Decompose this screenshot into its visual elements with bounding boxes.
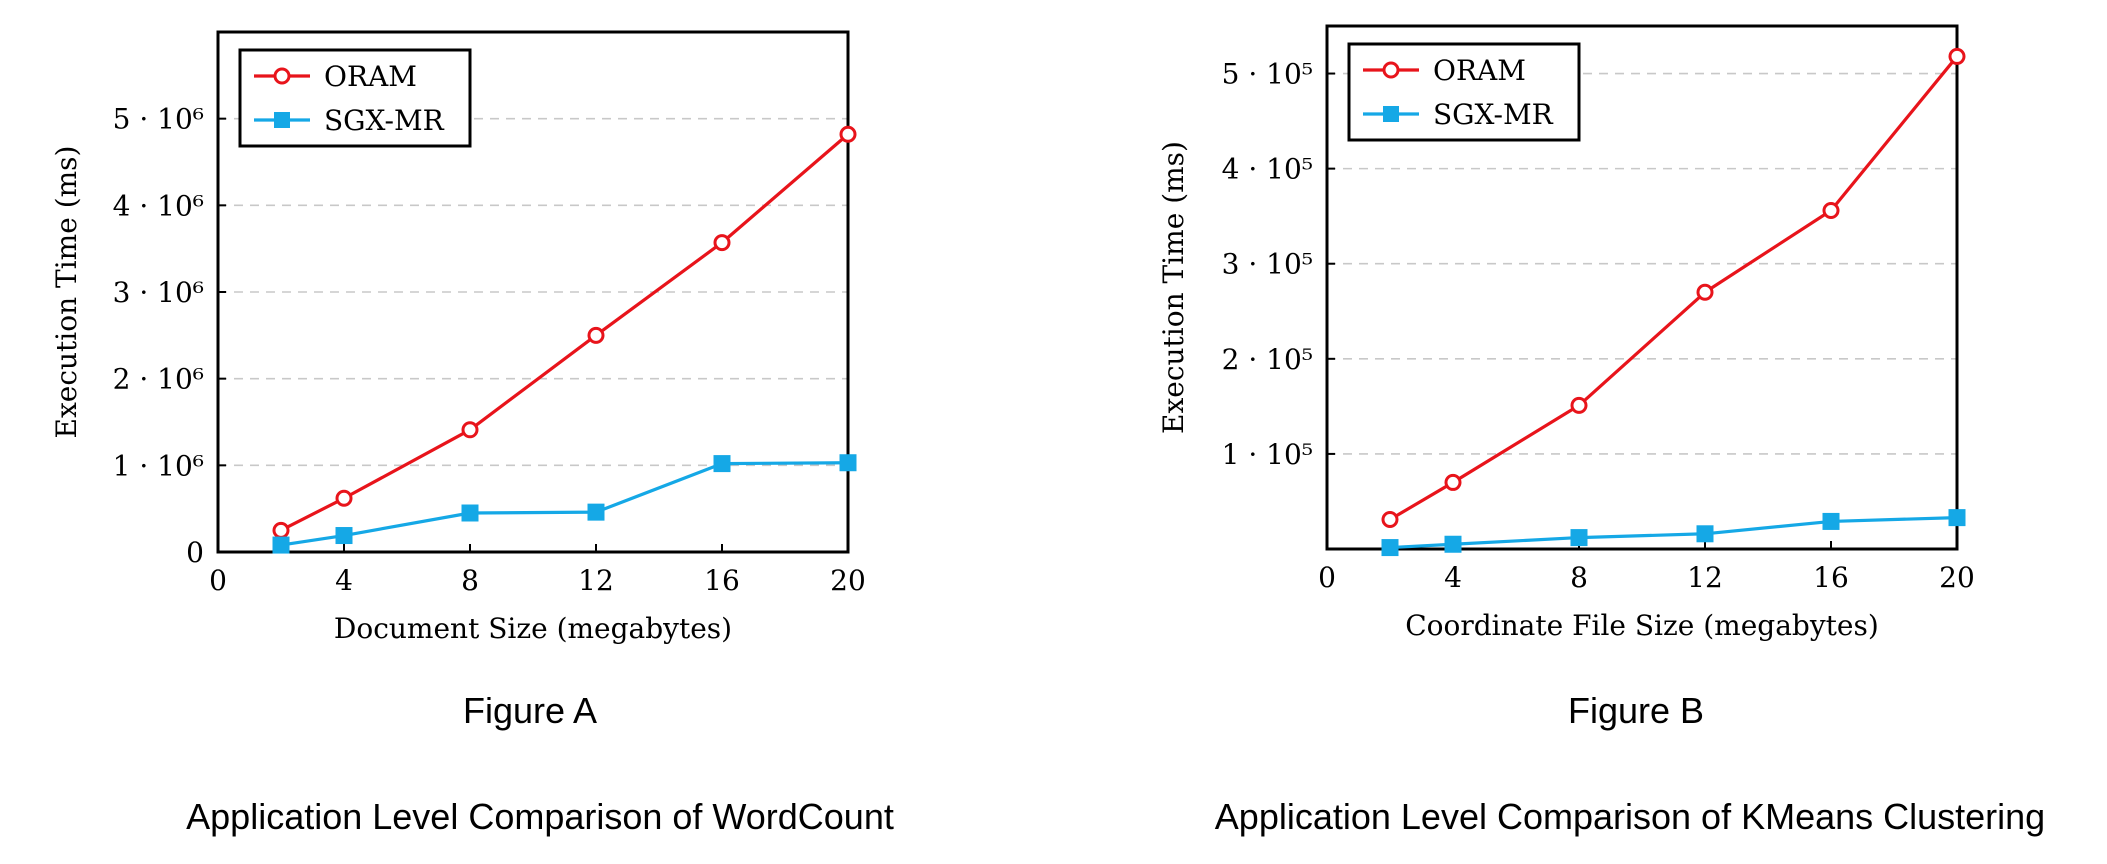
chart-a-sgx-mr-point bbox=[272, 536, 290, 554]
chart-a-legend-oram-label: ORAM bbox=[324, 60, 417, 93]
chart-b-y-tick-label: 4 · 10⁵ bbox=[1222, 153, 1313, 186]
chart-a-legend-sgx-mr-label: SGX-MR bbox=[324, 104, 445, 137]
chart-a-oram-line bbox=[280, 133, 850, 532]
figure-b-caption: Application Level Comparison of KMeans C… bbox=[1214, 796, 2046, 837]
chart-a-oram-point bbox=[839, 125, 857, 143]
chart-b-sgx-mr-point bbox=[1570, 529, 1588, 547]
chart-b-y-tick-label: 1 · 10⁵ bbox=[1222, 438, 1313, 471]
chart-b-legend-sgx-mr-label: SGX-MR bbox=[1433, 98, 1554, 131]
chart-b-sgx-mr-point bbox=[1696, 525, 1714, 543]
chart-b-legend-box bbox=[1347, 42, 1581, 142]
chart-b-x-tick-label: 4 bbox=[1444, 561, 1462, 594]
chart-b-oram-point bbox=[1381, 511, 1399, 529]
chart-b-oram-line bbox=[1389, 55, 1959, 521]
chart-b-oram-point bbox=[1570, 396, 1588, 414]
chart-a-x-axis-label: Document Size (megabytes) bbox=[334, 612, 732, 645]
chart-a-x-tick-label: 16 bbox=[704, 564, 740, 597]
chart-b-oram-point bbox=[1948, 47, 1966, 65]
chart-b-y-axis-label: Execution Time (ms) bbox=[1157, 141, 1190, 434]
chart-a-sgx-mr-point bbox=[839, 454, 857, 472]
chart-a-sgx-mr-point bbox=[461, 504, 479, 522]
chart-a-oram-point bbox=[461, 421, 479, 439]
chart-a-y-tick-label: 3 · 10⁶ bbox=[113, 276, 204, 309]
chart-a-sgx-mr-point bbox=[335, 527, 353, 545]
chart-b-legend-oram-label: ORAM bbox=[1433, 54, 1526, 87]
chart-a-oram-point bbox=[335, 489, 353, 507]
chart-b-legend-oram-swatch-marker bbox=[1382, 61, 1400, 79]
chart-a-legend-box bbox=[238, 48, 472, 148]
chart-b-y-tick-label: 2 · 10⁵ bbox=[1222, 343, 1313, 376]
chart-a-oram-point bbox=[713, 234, 731, 252]
chart-a-x-tick-label: 12 bbox=[578, 564, 614, 597]
chart-a-legend-sgx-mr-swatch-marker bbox=[274, 112, 290, 128]
chart-a-oram-point bbox=[272, 521, 290, 539]
chart-a-oram-point bbox=[587, 326, 605, 344]
chart-b-x-tick-label: 8 bbox=[1570, 561, 1588, 594]
chart-a-y-axis-label: Execution Time (ms) bbox=[50, 146, 83, 439]
chart-a-x-tick-label: 4 bbox=[335, 564, 353, 597]
chart-b-x-tick-label: 0 bbox=[1318, 561, 1336, 594]
chart-a-sgx-mr-line bbox=[280, 461, 849, 547]
chart-b-x-tick-label: 12 bbox=[1687, 561, 1723, 594]
figure-a-label: Figure A bbox=[462, 690, 598, 731]
figure-b-label: Figure B bbox=[1567, 690, 1705, 731]
chart-b-sgx-mr-point bbox=[1948, 509, 1966, 527]
chart-a-sgx-mr-point bbox=[713, 455, 731, 473]
figure-a-caption: Application Level Comparison of WordCoun… bbox=[186, 796, 894, 837]
chart-b-x-tick-label: 20 bbox=[1939, 561, 1975, 594]
chart-a-x-tick-label: 20 bbox=[830, 564, 866, 597]
chart-b-sgx-mr-line bbox=[1389, 516, 1958, 550]
chart-b-oram-point bbox=[1696, 283, 1714, 301]
chart-b-oram-point bbox=[1822, 201, 1840, 219]
chart-a-y-tick-label: 2 · 10⁶ bbox=[113, 363, 204, 396]
chart-a-y-tick-label: 5 · 10⁶ bbox=[113, 103, 204, 136]
chart-b-y-tick-label: 3 · 10⁵ bbox=[1222, 248, 1313, 281]
chart-b-sgx-mr-point bbox=[1822, 512, 1840, 530]
chart-b-legend-sgx-mr-swatch-marker bbox=[1383, 106, 1399, 122]
chart-a-x-tick-label: 0 bbox=[209, 564, 227, 597]
chart-a-legend-oram-swatch-marker bbox=[273, 67, 291, 85]
chart-b-y-tick-label: 5 · 10⁵ bbox=[1222, 58, 1313, 91]
chart-b-x-axis-label: Coordinate File Size (megabytes) bbox=[1405, 609, 1879, 642]
chart-b-plot-frame bbox=[1325, 24, 1959, 551]
chart-a-y-tick-label: 1 · 10⁶ bbox=[113, 449, 204, 482]
chart-b-oram-point bbox=[1444, 473, 1462, 491]
chart-b-x-tick-label: 16 bbox=[1813, 561, 1849, 594]
chart-a-sgx-mr-point bbox=[587, 503, 605, 521]
chart-a-y-tick-label: 4 · 10⁶ bbox=[113, 189, 204, 222]
chart-b-sgx-mr-point bbox=[1444, 535, 1462, 553]
chart-b-sgx-mr-point bbox=[1381, 539, 1399, 557]
chart-a-x-tick-label: 8 bbox=[461, 564, 479, 597]
chart-a-y-tick-label: 0 bbox=[186, 536, 204, 569]
